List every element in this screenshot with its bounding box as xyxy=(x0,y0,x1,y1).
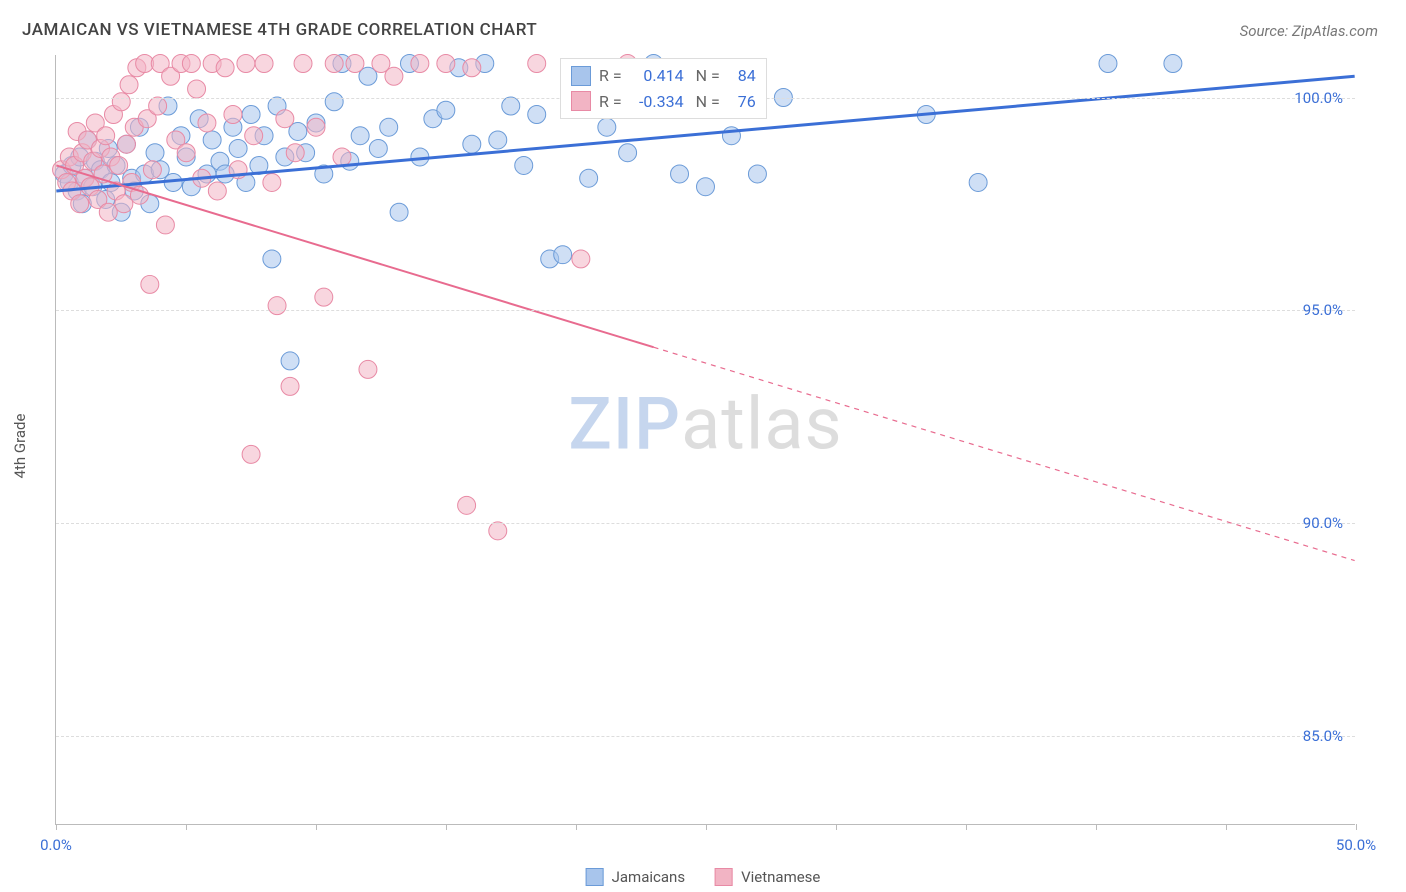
chart-container: JAMAICAN VS VIETNAMESE 4TH GRADE CORRELA… xyxy=(0,0,1406,892)
stats-n-label: N = xyxy=(692,63,720,89)
stats-r-label: R = xyxy=(599,63,622,89)
y-tick-label: 90.0% xyxy=(1303,514,1343,532)
legend-item-vietnamese: Vietnamese xyxy=(715,868,820,886)
stats-swatch-jamaicans xyxy=(571,66,591,86)
y-tick-label: 100.0% xyxy=(1294,89,1343,107)
y-tick-label: 85.0% xyxy=(1303,727,1343,745)
stats-n-jamaicans: 84 xyxy=(728,63,756,89)
legend-bottom: Jamaicans Vietnamese xyxy=(586,868,821,886)
legend-label-jamaicans: Jamaicans xyxy=(612,868,685,886)
legend-swatch-vietnamese xyxy=(715,868,733,886)
x-tick-label-min: 0.0% xyxy=(40,836,72,854)
legend-label-vietnamese: Vietnamese xyxy=(741,868,820,886)
stats-n-label-2: N = xyxy=(692,89,720,115)
stats-r-jamaicans: 0.414 xyxy=(630,63,684,89)
stats-r-vietnamese: -0.334 xyxy=(630,89,684,115)
stats-swatch-vietnamese xyxy=(571,91,591,111)
legend-swatch-jamaicans xyxy=(586,868,604,886)
y-axis-label: 4th Grade xyxy=(11,414,29,479)
legend-item-jamaicans: Jamaicans xyxy=(586,868,685,886)
stats-r-label-2: R = xyxy=(599,89,622,115)
plot-svg xyxy=(56,55,1355,824)
stats-box: R = 0.414 N = 84 R = -0.334 N = 76 xyxy=(560,58,767,119)
stats-n-vietnamese: 76 xyxy=(728,89,756,115)
x-tick-label-max: 50.0% xyxy=(1336,836,1376,854)
plot-area: ZIPatlas 85.0%90.0%95.0%100.0%0.0%50.0% xyxy=(55,55,1355,825)
stats-row-vietnamese: R = -0.334 N = 76 xyxy=(571,89,756,115)
chart-title: JAMAICAN VS VIETNAMESE 4TH GRADE CORRELA… xyxy=(22,20,537,40)
y-tick-label: 95.0% xyxy=(1303,301,1343,319)
stats-row-jamaicans: R = 0.414 N = 84 xyxy=(571,63,756,89)
chart-source: Source: ZipAtlas.com xyxy=(1240,22,1378,40)
